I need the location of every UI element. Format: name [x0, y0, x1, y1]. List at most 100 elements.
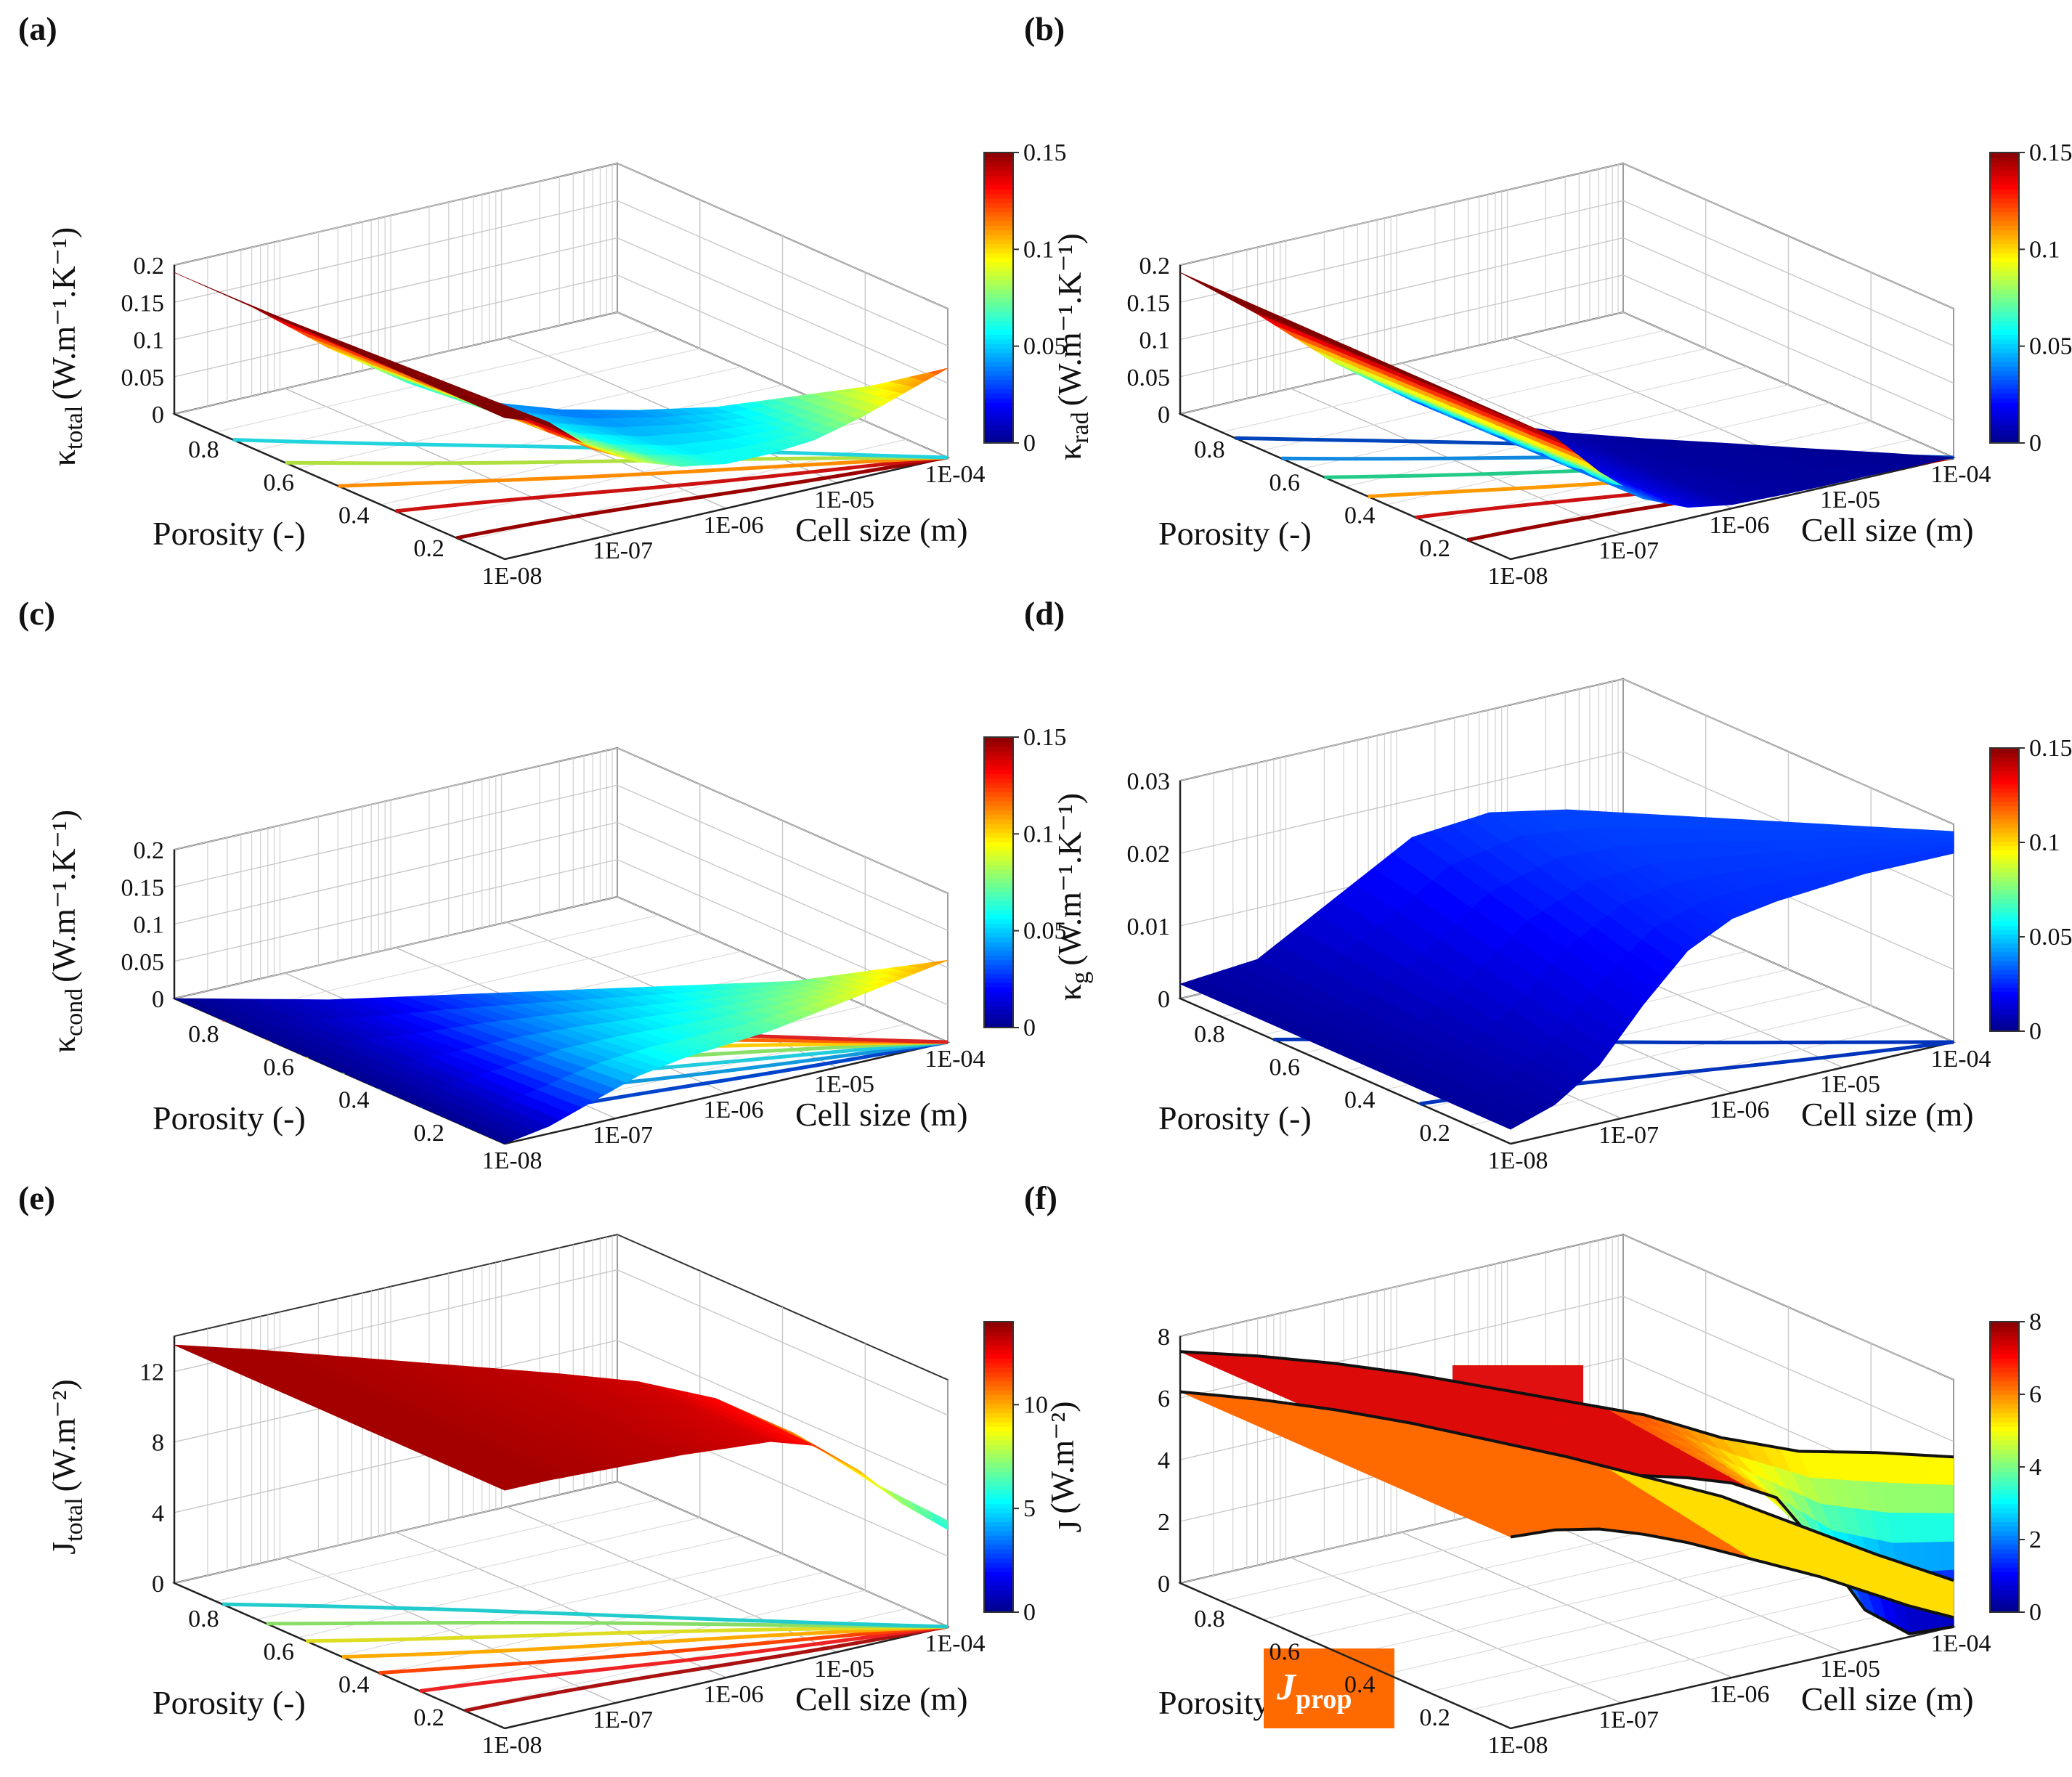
- surface-patch: [1935, 834, 1954, 839]
- z-tick-label: 0.15: [1127, 290, 1171, 317]
- colorbar-tick-label: 0.1: [2029, 829, 2060, 856]
- panel-c: (c) κcond(W.m⁻¹.K⁻¹) Cell size (m) Poros…: [18, 595, 1067, 1174]
- colorbar-segment: [984, 1562, 1013, 1568]
- colorbar-segment: [1990, 964, 2019, 970]
- colorbar-segment: [1990, 933, 2019, 940]
- x-tick-label: 1E-07: [1598, 1707, 1659, 1733]
- colorbar-segment: [984, 1399, 1013, 1404]
- floor-contour-line: [464, 1624, 948, 1713]
- colorbar-segment: [984, 955, 1013, 961]
- colorbar-segment: [1990, 1526, 2019, 1532]
- colorbar-segment: [1990, 792, 2019, 798]
- colorbar-segment: [1990, 402, 2019, 407]
- colorbar-segment: [984, 950, 1013, 956]
- colorbar-segment: [984, 1417, 1013, 1423]
- colorbar-segment: [984, 161, 1013, 167]
- colorbar-segment: [984, 1467, 1013, 1473]
- z-tick-label: 8: [1158, 1324, 1170, 1351]
- surface: [174, 1344, 948, 1531]
- x-tick-label: 1E-07: [1598, 1122, 1659, 1149]
- colorbar-segment: [984, 1362, 1013, 1368]
- floor-contour-line: [419, 1624, 948, 1693]
- colorbar-segment: [984, 266, 1013, 272]
- colorbar-segment: [984, 343, 1013, 349]
- colorbar-segment: [984, 891, 1013, 897]
- z-tick-label: 0.1: [134, 912, 165, 939]
- colorbar-segment: [1990, 1462, 2019, 1468]
- colorbar-segment: [1990, 823, 2019, 829]
- floor-contour-line: [378, 1624, 948, 1675]
- colorbar-segment: [984, 316, 1013, 322]
- colorbar-segment: [1990, 393, 2019, 399]
- panel-label: (a): [18, 10, 57, 47]
- colorbar-segment: [1990, 298, 2019, 304]
- floor-grid-line: [1304, 366, 1747, 469]
- colorbar-segment: [1990, 198, 2019, 203]
- colorbar-segment: [1990, 1607, 2019, 1613]
- colorbar-segment: [984, 1353, 1013, 1359]
- colorbar-segment: [1990, 211, 2019, 217]
- colorbar-segment: [1990, 280, 2019, 285]
- wall-grid-line: [174, 896, 618, 999]
- colorbar-segment: [1990, 1326, 2019, 1332]
- colorbar-segment: [984, 1431, 1013, 1436]
- colorbar-segment: [984, 782, 1013, 788]
- colorbar-segment: [1990, 270, 2019, 276]
- wall-grid-line: [174, 163, 618, 266]
- colorbar-segment: [1990, 216, 2019, 221]
- floor-contour-line: [306, 1624, 948, 1643]
- colorbar-segment: [984, 1457, 1013, 1463]
- colorbar-segment: [1990, 911, 2019, 917]
- colorbar: 0 5 10: [983, 1321, 1048, 1626]
- colorbar-segment: [984, 1340, 1013, 1346]
- colorbar-tick-label: 2: [2029, 1526, 2041, 1553]
- x-axis-label: Cell size (m): [1801, 1680, 1974, 1717]
- colorbar-segment: [1990, 818, 2019, 824]
- z-axis-label: κcond(W.m⁻¹.K⁻¹): [45, 810, 88, 1053]
- colorbar-segment: [984, 737, 1013, 743]
- colorbar-segment: [984, 1385, 1013, 1391]
- panel-label: (e): [18, 1179, 55, 1216]
- colorbar-segment: [1990, 1585, 2019, 1590]
- colorbar-segment: [1990, 184, 2019, 190]
- colorbar-segment: [1990, 383, 2019, 389]
- colorbar-segment: [1990, 1471, 2019, 1477]
- z-axis-label: κg(W.m⁻¹.K⁻¹): [1051, 793, 1094, 1001]
- colorbar-segment: [1990, 770, 2019, 776]
- z-axis-label: κrad(W.m⁻¹.K⁻¹): [1051, 233, 1094, 460]
- colorbar-segment: [1990, 1566, 2019, 1572]
- colorbar-segment: [984, 1358, 1013, 1364]
- floor-grid-line: [1386, 1571, 1830, 1675]
- x-tick-label: 1E-08: [1487, 563, 1548, 590]
- colorbar-segment: [1990, 929, 2019, 935]
- colorbar-segment: [984, 946, 1013, 951]
- colorbar-segment: [984, 171, 1013, 176]
- x-tick-label: 1E-07: [593, 1122, 653, 1149]
- colorbar-segment: [1990, 1013, 2019, 1019]
- colorbar-segment: [984, 964, 1013, 969]
- colorbar-segment: [1990, 1435, 2019, 1441]
- floor-contour-line: [266, 1621, 948, 1629]
- colorbar-segment: [984, 229, 1013, 235]
- colorbar-segment: [984, 157, 1013, 163]
- colorbar-segment: [984, 1371, 1013, 1377]
- colorbar-segment: [984, 887, 1013, 892]
- colorbar-segment: [1990, 225, 2019, 231]
- z-tick-label: 0.03: [1127, 768, 1171, 795]
- colorbar-segment: [984, 153, 1013, 158]
- x-tick-label: 1E-06: [703, 1097, 763, 1123]
- x-tick-label: 1E-05: [814, 487, 874, 513]
- y-axis-label: Porosity (-): [153, 515, 306, 552]
- colorbar-segment: [984, 1403, 1013, 1409]
- colorbar-segment: [984, 397, 1013, 403]
- colorbar-segment: [1990, 778, 2019, 784]
- colorbar-segment: [984, 438, 1013, 444]
- colorbar-segment: [1990, 1340, 2019, 1346]
- colorbar-segment: [1990, 220, 2019, 226]
- colorbar-segment: [984, 220, 1013, 226]
- x-tick-label: 1E-05: [1820, 487, 1880, 513]
- y-tick-label: 0.8: [1194, 1021, 1225, 1048]
- colorbar-segment: [1990, 248, 2019, 253]
- colorbar-segment: [1990, 894, 2019, 900]
- colorbar-segment: [1990, 1367, 2019, 1373]
